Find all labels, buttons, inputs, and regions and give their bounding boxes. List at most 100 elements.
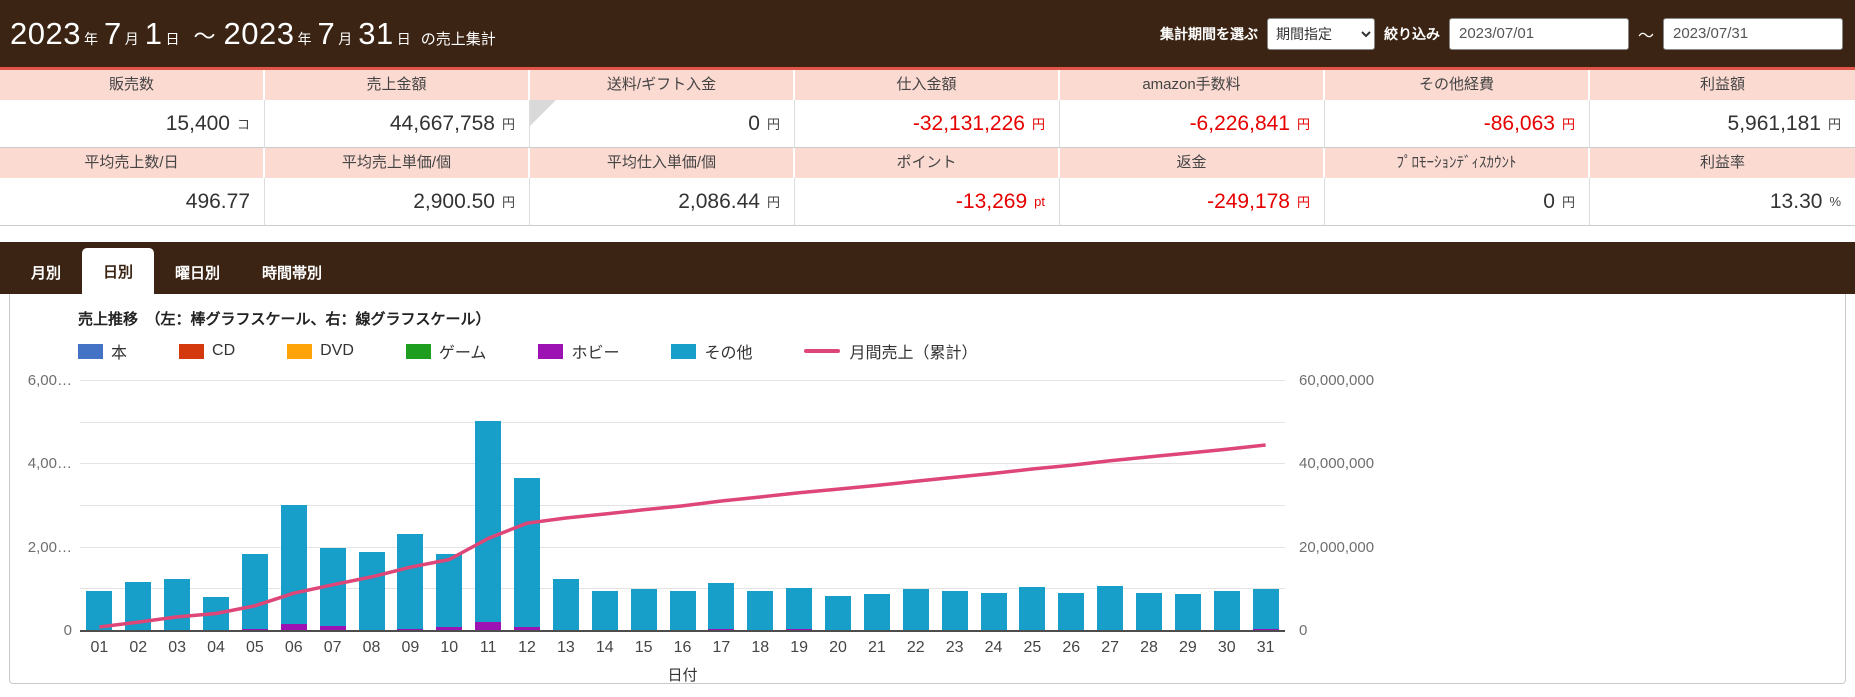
summary-value-cell: 2,900.50 円 [265,178,530,226]
summary-value: 13.30 [1769,189,1823,213]
bar-segment-その他 [241,553,268,630]
x-axis-title: 日付 [667,667,698,684]
summary-value-unit: 円 [501,117,515,132]
bar-day-11 [469,381,508,631]
summary-column-header: 仕入金額 [795,70,1060,100]
legend-label: 月間売上（累計） [849,345,978,362]
summary-value-unit: 円 [1296,195,1310,210]
summary-value-cell: -13,269 pt [795,178,1060,226]
page-title-segment: 1 [144,15,163,51]
summary-column-header: 平均仕入単価/個 [530,148,795,178]
page-title-segment: 7 [103,15,122,51]
date-to-input[interactable] [1663,17,1843,50]
bar-segment-その他 [825,595,852,631]
legend-color-swatch [405,343,431,359]
cumulative-sales-line [99,443,1266,629]
summary-value: -86,063 [1483,111,1555,135]
x-tick-label: 06 [284,639,303,656]
summary-column-header: 送料/ギフト入金 [530,70,795,100]
bar-segment-その他 [552,578,579,630]
tab-月別[interactable]: 月別 [31,264,62,282]
summary-value-cell: 2,086.44 円 [530,178,795,226]
x-tick-label: 25 [1023,639,1042,656]
page-title-segment: の売上集計 [420,30,496,48]
legend-line-swatch [804,349,841,353]
bar-day-23 [935,381,974,631]
legend-color-swatch [287,343,313,359]
summary-value: 44,667,758 [389,111,495,135]
summary-value-unit: 円 [1561,117,1575,132]
summary-value-unit: 円 [766,195,780,210]
x-tick-label: 21 [868,639,886,656]
bar-segment-その他 [1174,593,1201,630]
bar-day-08 [352,381,391,631]
x-tick-label: 22 [906,639,925,656]
bar-day-24 [974,381,1013,631]
legend-color-swatch [179,343,205,359]
summary-header-row: 平均売上数/日 平均売上単価/個 平均仕入単価/個 ポイント 返金 ﾌﾟﾛﾓｰｼｮﾝﾃﾞｨ… [0,148,1855,178]
gridline [80,421,1285,423]
page-title-segment: 年 [83,30,98,47]
bar-day-20 [819,381,858,631]
period-select-label: 集計期間を選ぶ [1159,25,1258,42]
x-tick-label: 02 [129,639,148,656]
cell-corner-notch [530,100,556,126]
legend-color-swatch [538,343,564,359]
summary-column-header: 利益額 [1590,70,1855,100]
report-tabs: 月別 日別 曜日別 時間帯別 [0,242,1855,294]
x-tick-label: 27 [1101,639,1120,656]
summary-value: 0 [748,111,760,135]
x-tick-label: 10 [440,639,459,656]
x-tick-label: 16 [673,639,692,656]
page-title-segment: 月 [338,30,353,47]
x-tick-label: 30 [1217,639,1236,656]
gridline [80,546,1285,548]
x-tick-label: 26 [1062,639,1081,656]
summary-value-unit: 円 [501,195,515,210]
period-select[interactable]: 期間指定 [1266,17,1375,50]
x-tick-label: 13 [557,639,575,656]
tab-時間帯別[interactable]: 時間帯別 [262,264,323,282]
x-tick-label: 19 [790,639,809,656]
summary-column-header: 平均売上数/日 [0,148,265,178]
x-tick-label: 23 [945,639,964,656]
bar-segment-その他 [708,582,735,630]
x-tick-label: 28 [1140,639,1158,656]
summary-column-header: amazon手数料 [1060,70,1325,100]
bar-day-29 [1169,381,1208,631]
bar-segment-その他 [1019,587,1046,631]
period-controls: 集計期間を選ぶ 期間指定 絞り込み ～ [1159,17,1843,50]
tab-曜日別[interactable]: 曜日別 [175,264,221,282]
x-tick-label: 12 [518,639,536,656]
summary-value-unit: コ [236,117,250,132]
summary-value-unit: 円 [1296,117,1310,132]
legend-item: CD [179,342,235,360]
page-title-segment: 31 [358,15,394,51]
bar-day-26 [1052,381,1091,631]
summary-value: 2,086.44 [678,189,760,213]
x-axis-line [80,630,1285,632]
summary-table: 販売数 売上金額 送料/ギフト入金 仕入金額 amazon手数料 その他経費 利益額 15,4… [0,70,1855,226]
date-from-input[interactable] [1448,17,1629,50]
bar-day-15 [624,381,663,631]
bar-segment-ホビー [786,628,813,631]
page-title-segment: 日 [396,30,411,47]
summary-column-header: 販売数 [0,70,265,100]
bar-day-10 [430,381,469,631]
summary-value: 2,900.50 [413,189,495,213]
summary-value-cell: -249,178 円 [1060,178,1325,226]
x-tick-label: 31 [1256,639,1275,656]
legend-color-swatch [78,343,103,359]
left-axis-tick-label: 4,00… [27,455,72,473]
tab-日別[interactable]: 日別 [82,248,155,294]
bar-segment-ホビー [280,624,307,631]
summary-value-unit: pt [1034,194,1045,209]
bar-segment-その他 [786,587,813,629]
date-range-separator: ～ [1637,27,1654,45]
summary-value-cell: 496.77 [0,178,265,226]
summary-value-row: 496.77 2,900.50 円 2,086.44 円 -13,269 pt -249,17… [0,178,1855,226]
summary-value: -249,178 [1207,189,1290,213]
bar-segment-その他 [863,593,890,630]
summary-value-cell: 44,667,758 円 [265,100,530,148]
legend-label: ホビー [571,345,620,362]
